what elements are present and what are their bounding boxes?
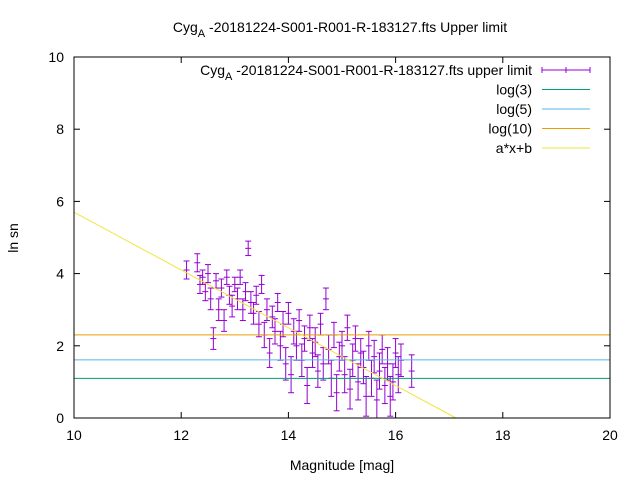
legend-label: CygA -20181224-S001-R001-R-183127.fts up… — [200, 62, 532, 83]
legend-label: log(10) — [488, 121, 532, 137]
data-point-23 — [253, 285, 260, 305]
data-point-71 — [381, 366, 388, 405]
data-point-75 — [392, 338, 399, 368]
ticks-layer: 10 12 14 16 18 20 0 2 4 6 8 10 — [48, 49, 618, 443]
y-tick-label-1: 2 — [56, 338, 64, 354]
data-point-61 — [355, 363, 362, 401]
data-point-17 — [237, 269, 244, 285]
data-point-10 — [218, 278, 225, 298]
data-point-29 — [269, 305, 276, 329]
data-point-11 — [221, 309, 228, 332]
x-tick-label-2: 14 — [281, 427, 297, 443]
y-tick-label-2: 4 — [56, 266, 64, 282]
legend-label-sub: A — [225, 71, 233, 83]
data-point-44 — [309, 338, 316, 368]
x-tick-label-3: 16 — [388, 427, 404, 443]
x-tick-label-1: 12 — [173, 427, 189, 443]
data-point-28 — [266, 338, 273, 368]
data-point-53 — [333, 374, 340, 412]
data-point-42 — [304, 366, 311, 405]
data-point-64 — [363, 375, 370, 417]
legend-label-prefix: Cyg — [200, 62, 225, 78]
legend-item-2: log(5) — [496, 101, 590, 117]
data-point-34 — [282, 347, 289, 381]
data-point-54 — [336, 341, 343, 372]
x-tick-label-4: 18 — [495, 427, 511, 443]
x-tick-label-0: 10 — [66, 427, 82, 443]
data-point-57 — [344, 314, 351, 341]
y-axis-label: ln sn — [5, 223, 21, 253]
data-point-0 — [183, 260, 190, 280]
data-point-69 — [376, 352, 383, 390]
legend-label: a*x+b — [496, 140, 532, 156]
data-point-15 — [231, 276, 238, 293]
legend: CygA -20181224-S001-R001-R-183127.fts up… — [200, 62, 591, 156]
x-axis-label: Magnitude [mag] — [290, 457, 394, 473]
data-point-25 — [258, 274, 265, 294]
data-point-9 — [215, 298, 222, 322]
data-point-30 — [272, 318, 278, 345]
x-tick-label-5: 20 — [602, 427, 618, 443]
data-point-22 — [250, 301, 257, 325]
y-tick-label-0: 0 — [56, 410, 64, 426]
legend-item-0: CygA -20181224-S001-R001-R-183127.fts up… — [200, 62, 591, 83]
legend-label: log(5) — [496, 101, 532, 117]
legend-label: log(3) — [496, 82, 532, 98]
y-tick-label-4: 8 — [56, 121, 64, 137]
y-tick-label-3: 6 — [56, 193, 64, 209]
fit-line — [73, 211, 457, 419]
legend-label-suffix: -20181224-S001-R001-R-183127.fts upper l… — [232, 62, 532, 78]
data-point-20 — [245, 240, 252, 257]
data-point-19 — [242, 282, 249, 302]
data-point-14 — [229, 294, 236, 318]
reference-lines-layer — [73, 211, 610, 419]
data-point-41 — [301, 325, 308, 352]
data-point-36 — [288, 356, 295, 394]
data-point-12 — [223, 269, 230, 285]
legend-item-1: log(3) — [496, 82, 590, 98]
data-point-7 — [210, 327, 217, 350]
data-point-58 — [347, 368, 354, 410]
data-point-5 — [205, 264, 211, 284]
legend-item-3: log(10) — [488, 121, 590, 137]
chart-title: CygA -20181224-S001-R001-R-183127.fts Up… — [173, 19, 507, 40]
data-point-1 — [194, 253, 201, 273]
y-tick-label-5: 10 — [48, 49, 64, 65]
legend-item-4: a*x+b — [496, 140, 590, 156]
data-point-18 — [239, 298, 246, 322]
data-point-74 — [389, 363, 396, 401]
data-point-31 — [274, 292, 281, 313]
data-point-35 — [285, 301, 292, 325]
data-point-60 — [352, 325, 359, 352]
data-point-49 — [322, 287, 329, 311]
data-point-24 — [255, 311, 262, 338]
data-point-6 — [207, 287, 214, 311]
plot-frame — [73, 56, 611, 419]
data-point-39 — [296, 309, 303, 332]
data-point-27 — [263, 298, 270, 322]
